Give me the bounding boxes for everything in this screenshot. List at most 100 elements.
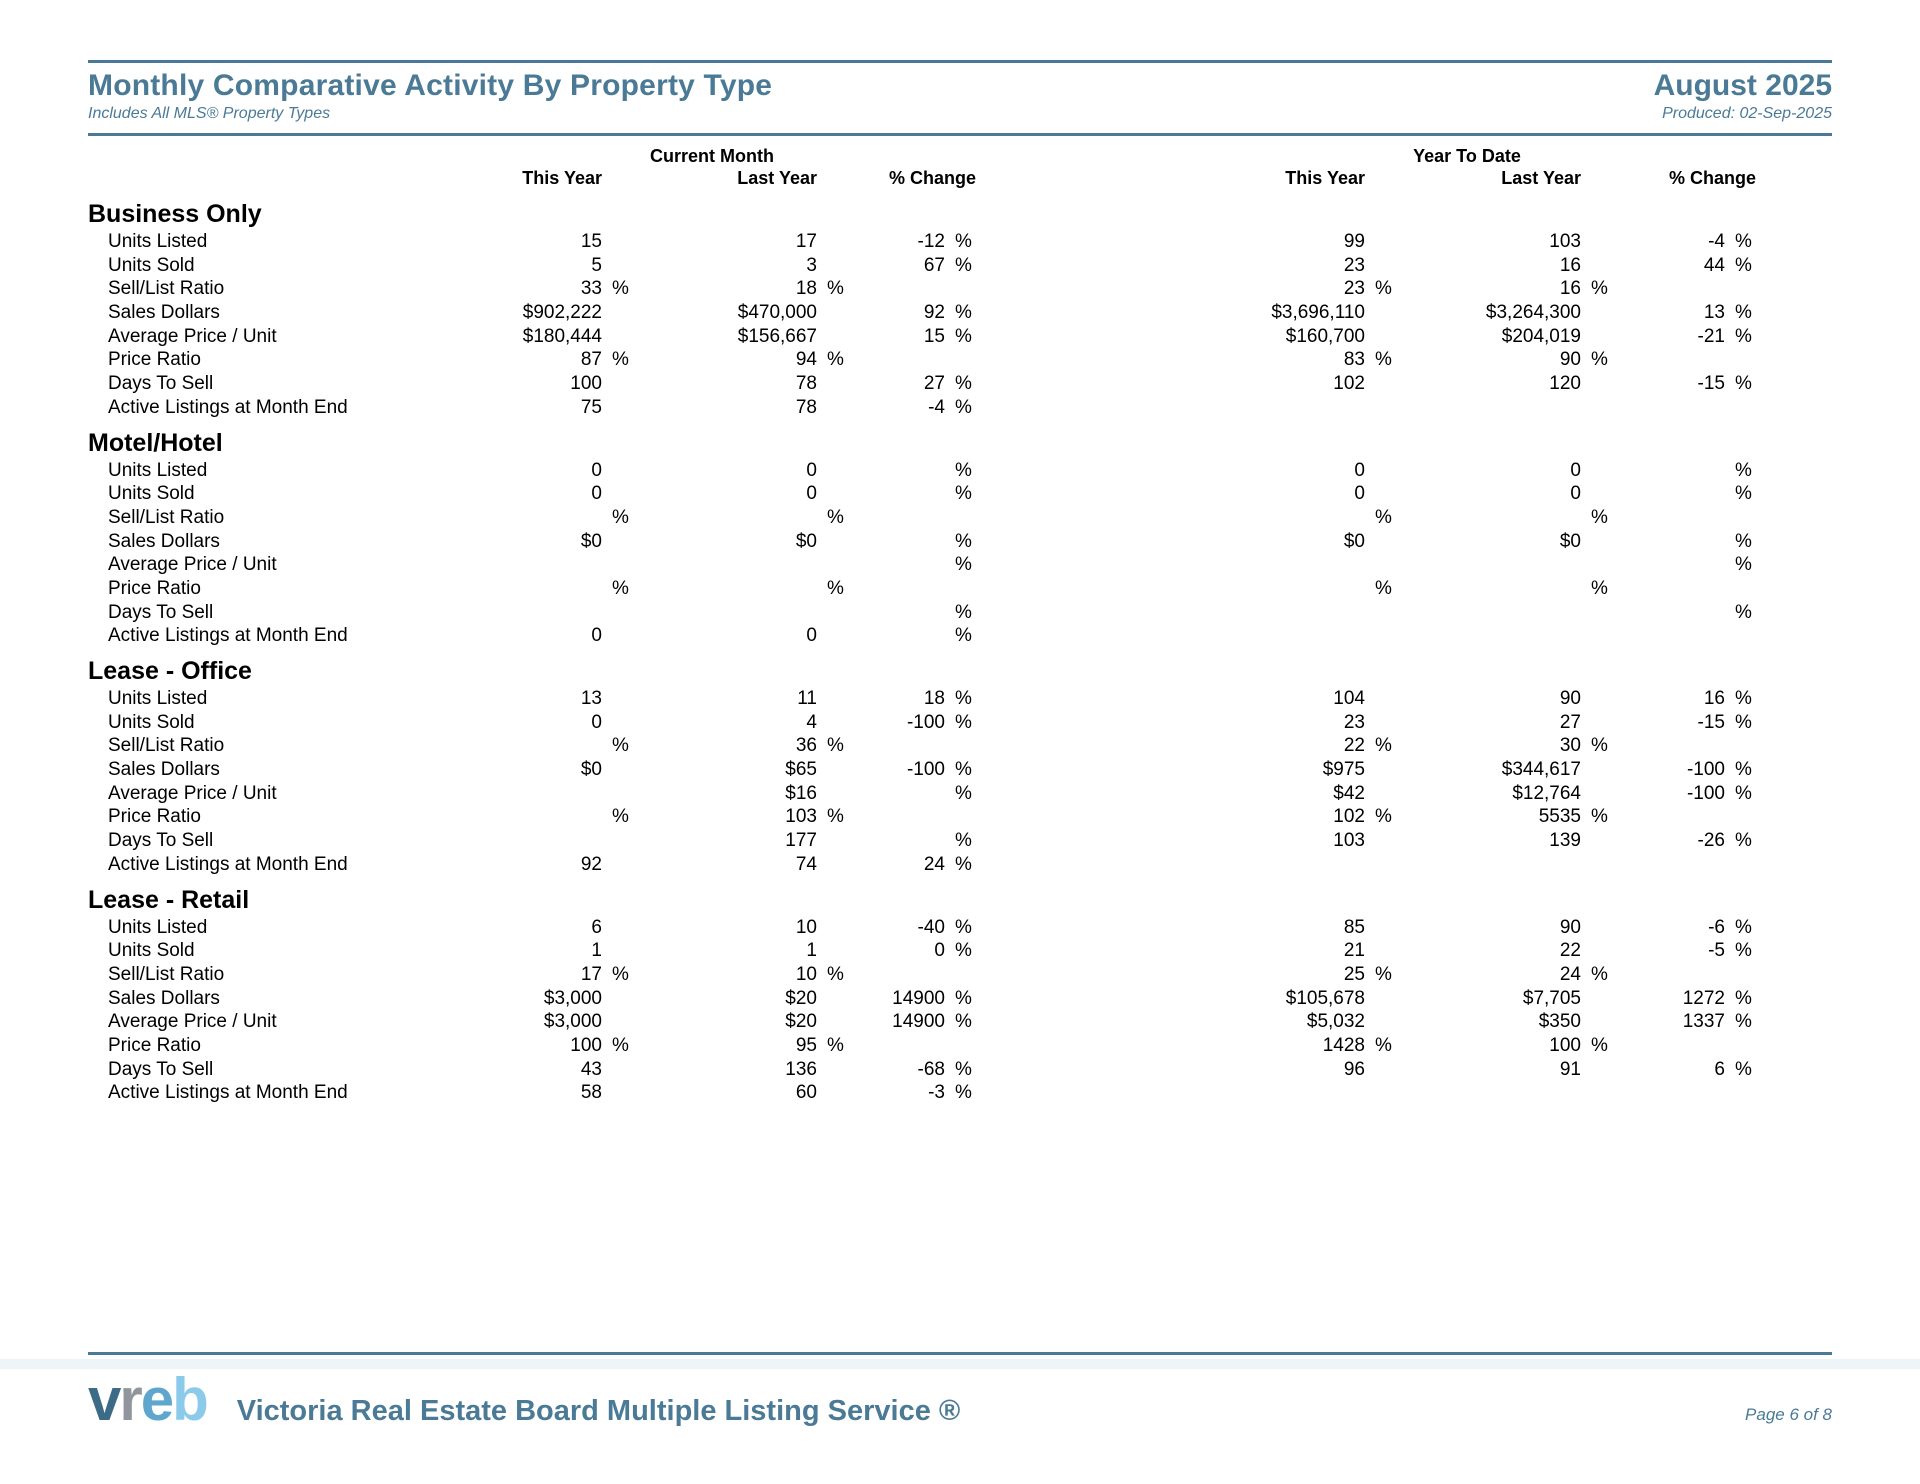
value-cell: $0 (580, 759, 602, 781)
footer-rule (88, 1352, 1832, 1355)
value-cell: -6 (1708, 916, 1725, 938)
value-cell (848, 348, 945, 372)
value-cell: 0 (806, 483, 817, 505)
percent-sign (945, 963, 976, 987)
percent-sign (817, 301, 848, 325)
percent-sign (602, 1081, 633, 1105)
percent-sign (1365, 939, 1396, 963)
percent-sign: % (1375, 278, 1392, 300)
value-cell (1396, 396, 1581, 420)
table-row: Units Listed 6 10 -40% 85 90 -6% (88, 916, 1832, 940)
row-label: Average Price / Unit (108, 554, 277, 576)
percent-sign (1725, 577, 1756, 601)
percent-sign (1581, 1081, 1612, 1105)
value-cell: 10 (795, 916, 817, 938)
percent-sign: % (1735, 782, 1752, 804)
percent-sign (1581, 916, 1612, 940)
percent-sign: % (1735, 483, 1752, 505)
value-cell (1396, 1081, 1581, 1105)
column-gap (976, 230, 1178, 254)
percent-sign (602, 853, 633, 877)
table-sections: Business Only Units Listed 15 17 -12% 99 103 -4… (88, 199, 1832, 1105)
value-cell (848, 829, 945, 853)
percent-sign: % (955, 987, 972, 1009)
table-row: Units Listed 13 11 18% 104 90 16% (88, 687, 1832, 711)
table-row: Sell/List Ratio 33% 18% 23% 16% (88, 277, 1832, 301)
percent-sign (1725, 963, 1756, 987)
value-cell: 91 (1559, 1058, 1581, 1080)
value-cell: $0 (1559, 530, 1581, 552)
percent-sign: % (1735, 1011, 1752, 1033)
percent-sign: % (827, 349, 844, 371)
percent-sign: % (955, 830, 972, 852)
row-label: Sales Dollars (108, 987, 220, 1009)
value-cell: $350 (1538, 1011, 1581, 1033)
value-cell: 15 (580, 231, 602, 252)
group-header-year-to-date: Year To Date (1413, 146, 1521, 166)
value-cell: $42 (1333, 782, 1365, 804)
percent-sign: % (612, 349, 629, 371)
row-label: Units Listed (108, 231, 208, 252)
value-cell: -4 (1708, 231, 1725, 252)
percent-sign (817, 916, 848, 940)
value-cell: 139 (1549, 830, 1581, 852)
percent-sign (1365, 853, 1396, 877)
table-row: Sell/List Ratio 17% 10% 25% 24% (88, 963, 1832, 987)
percent-sign (817, 758, 848, 782)
percent-sign (817, 459, 848, 483)
percent-sign (1581, 939, 1612, 963)
value-cell (1612, 396, 1725, 420)
value-cell: -3 (928, 1082, 945, 1104)
value-cell: 75 (580, 396, 602, 418)
value-cell: -68 (917, 1058, 945, 1080)
percent-sign: % (827, 806, 844, 828)
percent-sign (1581, 1058, 1612, 1082)
percent-sign (817, 230, 848, 254)
value-cell: 43 (580, 1058, 602, 1080)
percent-sign (1581, 987, 1612, 1011)
value-cell (1612, 1081, 1725, 1105)
column-gap (976, 577, 1178, 601)
percent-sign (1581, 853, 1612, 877)
section-header-business-only: Business Only (88, 200, 262, 228)
percent-sign: % (1591, 349, 1608, 371)
value-cell: 27 (923, 373, 945, 395)
percent-sign (602, 758, 633, 782)
value-cell: $3,264,300 (1485, 302, 1581, 324)
percent-sign: % (955, 231, 972, 252)
percent-sign (817, 530, 848, 554)
percent-sign: % (1735, 711, 1752, 733)
percent-sign (817, 782, 848, 806)
percent-sign (602, 687, 633, 711)
column-gap (976, 601, 1178, 625)
value-cell: 30 (1559, 735, 1581, 757)
value-cell (633, 577, 817, 601)
value-cell (1178, 1081, 1365, 1105)
value-cell: 0 (591, 711, 602, 733)
value-cell: $0 (795, 530, 817, 552)
percent-sign: % (827, 506, 844, 528)
value-cell (848, 734, 945, 758)
percent-sign (1725, 506, 1756, 530)
percent-sign (1365, 601, 1396, 625)
column-gap (976, 530, 1178, 554)
value-cell: 58 (580, 1082, 602, 1104)
value-cell: $0 (1343, 530, 1365, 552)
percent-sign (1581, 482, 1612, 506)
value-cell: $344,617 (1501, 759, 1581, 781)
row-label: Active Listings at Month End (108, 1082, 348, 1104)
column-gap (976, 553, 1178, 577)
percent-sign (1581, 396, 1612, 420)
percent-sign: % (1375, 349, 1392, 371)
table-row: Units Listed 0 0% 0 0% (88, 459, 1832, 483)
percent-sign (817, 987, 848, 1011)
percent-sign: % (612, 963, 629, 985)
value-cell: -15 (1697, 711, 1725, 733)
column-gap (976, 782, 1178, 806)
percent-sign: % (1591, 278, 1608, 300)
column-gap (976, 734, 1178, 758)
column-header-ytd-last-year: Last Year (1501, 168, 1581, 188)
percent-sign (817, 829, 848, 853)
row-label: Price Ratio (108, 806, 201, 828)
percent-sign (1365, 987, 1396, 1011)
